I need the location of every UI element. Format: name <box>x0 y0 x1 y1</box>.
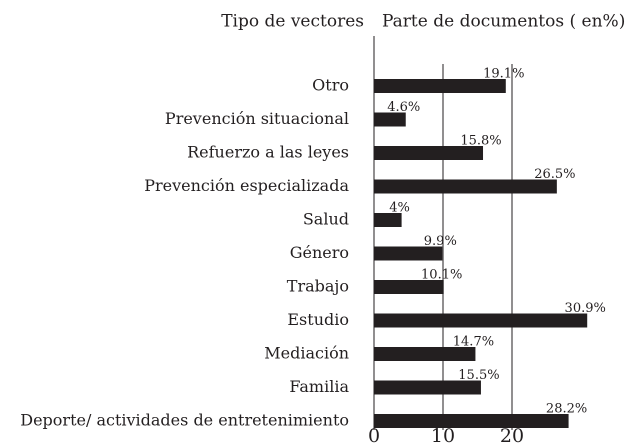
value-label: 4.6% <box>387 100 420 115</box>
y-tick-label: Otro <box>312 76 349 95</box>
bar <box>374 246 443 261</box>
y-tick-label: Mediación <box>264 344 349 363</box>
bar <box>374 280 444 294</box>
bar <box>374 347 476 361</box>
y-tick-label: Salud <box>303 210 349 229</box>
value-label: 28.2% <box>546 402 587 417</box>
bar <box>374 112 406 127</box>
y-tick-label: Deporte/ actividades de entretenimiento <box>20 411 349 430</box>
bar <box>374 414 569 428</box>
bar <box>374 79 506 93</box>
x-tick-label: 0 <box>368 425 380 446</box>
value-label: 19.1% <box>483 67 524 82</box>
bar <box>374 313 588 328</box>
value-label: 15.8% <box>460 134 501 149</box>
value-label: 26.5% <box>534 167 575 182</box>
value-label: 30.9% <box>565 301 606 316</box>
bar <box>374 179 557 194</box>
y-tick-label: Refuerzo a las leyes <box>187 143 349 162</box>
y-tick-label: Estudio <box>287 310 349 329</box>
y-tick-label: Prevención situacional <box>165 109 349 128</box>
x-tick-label: 10 <box>431 425 455 446</box>
value-label: 14.7% <box>453 335 494 350</box>
y-tick-label: Familia <box>289 377 349 396</box>
x-tick-label: 20 <box>500 425 524 446</box>
bar <box>374 380 481 395</box>
y-tick-label: Género <box>290 243 349 262</box>
bar <box>374 213 402 227</box>
bar <box>374 146 484 160</box>
value-label: 15.5% <box>458 368 499 383</box>
y-axis-label: Tipo de vectores <box>221 12 364 32</box>
y-tick-label: Trabajo <box>287 277 349 296</box>
y-tick-label: Prevención especializada <box>144 176 349 195</box>
value-label: 10.1% <box>421 268 462 283</box>
value-label: 9.9% <box>424 234 457 249</box>
x-axis-label: Parte de documentos ( en%) <box>382 12 625 32</box>
value-label: 4% <box>389 201 410 216</box>
